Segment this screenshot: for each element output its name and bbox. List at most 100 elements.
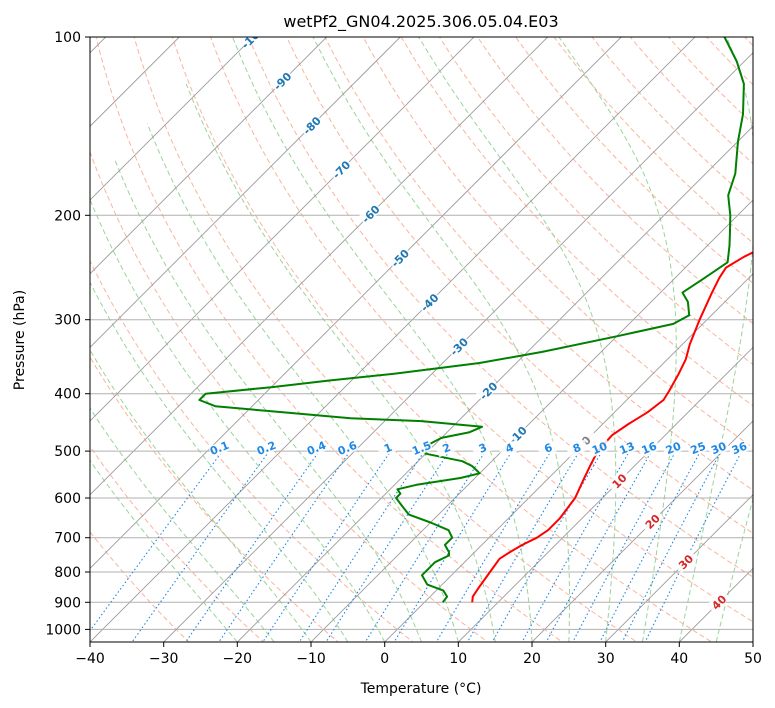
label-background — [255, 439, 278, 458]
y-tick-label: 600 — [54, 491, 81, 507]
y-tick-label: 500 — [54, 444, 81, 460]
label-background — [435, 439, 458, 458]
chart-title: wetPf2_GN04.2025.306.05.04.E03 — [283, 12, 558, 32]
y-tick-label: 200 — [54, 208, 81, 224]
x-tick-label: 40 — [670, 651, 688, 667]
mixing-ratio-label-group: 8 — [565, 439, 589, 458]
plot-frame — [89, 36, 754, 643]
dry-adiabat-line — [286, 37, 753, 534]
label-background — [446, 333, 471, 359]
isotherm-line — [236, 125, 753, 642]
mixing-ratio-label-group: 16 — [637, 439, 661, 458]
mixing-ratio-label-group: 13 — [615, 439, 639, 458]
x-tick-label: 10 — [449, 651, 467, 667]
dry-adiabat-line — [209, 37, 753, 623]
mixing-ratio-label: 10 — [590, 439, 609, 457]
dry-adiabat-line — [515, 37, 753, 284]
mixing-ratio-line — [185, 453, 318, 642]
label-background — [707, 439, 731, 458]
mixing-ratio-line — [435, 453, 550, 642]
dry-adiabat-line — [476, 37, 753, 325]
label-background — [673, 549, 698, 574]
isotherm-line — [90, 37, 254, 201]
dry-adiabat-line — [90, 259, 414, 642]
label-background — [637, 439, 661, 458]
label-background — [471, 439, 495, 458]
line-labels: -100-90-80-70-60-50-40-30-20-10 010203040… — [208, 37, 751, 614]
isotherm-line — [90, 37, 401, 348]
moist-adiabat-line — [90, 349, 312, 642]
x-tick-label: −20 — [223, 651, 253, 667]
label-background — [606, 468, 631, 493]
label-background — [299, 112, 324, 137]
label-background — [410, 439, 434, 458]
moist-adiabat-line — [90, 281, 349, 642]
y-tick-label: 300 — [54, 313, 81, 329]
label-background — [706, 589, 731, 614]
moist-adiabat-line — [185, 83, 496, 642]
dewpoint-line — [198, 37, 745, 603]
x-tick-label: 0 — [380, 651, 389, 667]
mixing-ratio-label-group: 4 — [498, 439, 521, 458]
mixing-ratio-label-group: 25 — [686, 439, 710, 458]
label-background — [357, 201, 383, 226]
mixing-ratio-line — [466, 453, 579, 642]
x-tick-label: 20 — [523, 651, 541, 667]
isotherm-line — [605, 494, 753, 642]
isotherm-line — [531, 420, 753, 642]
label-background — [565, 439, 589, 458]
isotherm-line — [90, 37, 622, 570]
dry-adiabat-line — [90, 150, 489, 642]
moist-adiabat-line — [678, 37, 753, 642]
x-tick-label: −10 — [296, 651, 326, 667]
mixing-ratio-line — [644, 453, 741, 642]
mixing-ratio-label: 13 — [618, 439, 637, 457]
x-axis-label: Temperature (°C) — [360, 681, 482, 697]
mixing-ratio-label: 20 — [664, 439, 683, 457]
dry-adiabats — [90, 37, 753, 642]
label-background — [505, 422, 530, 447]
mixing-ratio-line — [364, 453, 485, 642]
moist-adiabat-line — [558, 37, 677, 642]
mixing-ratio-label-group: 10 — [588, 439, 611, 458]
label-background — [686, 439, 710, 458]
dry-adiabat-line — [324, 37, 753, 491]
mixing-ratio-line — [218, 453, 349, 642]
x-tick-label: 50 — [744, 651, 762, 667]
x-axis: −40 −30 −20 −10 0 10 20 30 40 50 — [75, 642, 762, 667]
isotherm-line — [90, 37, 475, 422]
plot-area: -100-90-80-70-60-50-40-30-20-10 010203040… — [90, 37, 753, 642]
isotherms — [90, 37, 753, 642]
dry-adiabat-line — [171, 37, 713, 642]
mixing-ratio-label: 1 — [382, 441, 394, 456]
label-background — [208, 439, 231, 458]
dry-adiabat-line — [90, 356, 339, 642]
y-tick-label: 800 — [54, 565, 81, 581]
y-tick-label: 1000 — [45, 622, 81, 638]
isotherm-line — [310, 199, 753, 642]
dry-adiabat-line — [438, 37, 753, 366]
dry-adiabat-line — [553, 37, 753, 244]
x-tick-label: 30 — [597, 651, 615, 667]
mixing-ratio-line — [262, 453, 390, 642]
label-background — [376, 439, 400, 458]
label-background — [588, 439, 611, 458]
mixing-ratio-label: 30 — [709, 439, 728, 457]
mixing-ratio-line — [621, 453, 721, 642]
y-axis-label: Pressure (hPa) — [12, 290, 28, 390]
y-tick-label: 700 — [54, 531, 81, 547]
label-background — [662, 439, 685, 458]
y-tick-label: 400 — [54, 387, 81, 403]
label-background — [305, 439, 328, 458]
label-background — [615, 439, 639, 458]
x-tick-label: −40 — [75, 651, 105, 667]
mixing-ratio-line — [572, 453, 675, 642]
mixing-ratio-label: 8 — [571, 441, 583, 456]
label-background — [728, 439, 751, 458]
mixing-ratio-line — [393, 453, 511, 642]
y-axis: 100 200 300 400 500 600 700 800 900 1000 — [45, 30, 90, 638]
mixing-ratio-label: 36 — [730, 439, 749, 457]
mixing-ratio-label: 25 — [689, 439, 708, 457]
moist-adiabat-line — [90, 407, 275, 642]
